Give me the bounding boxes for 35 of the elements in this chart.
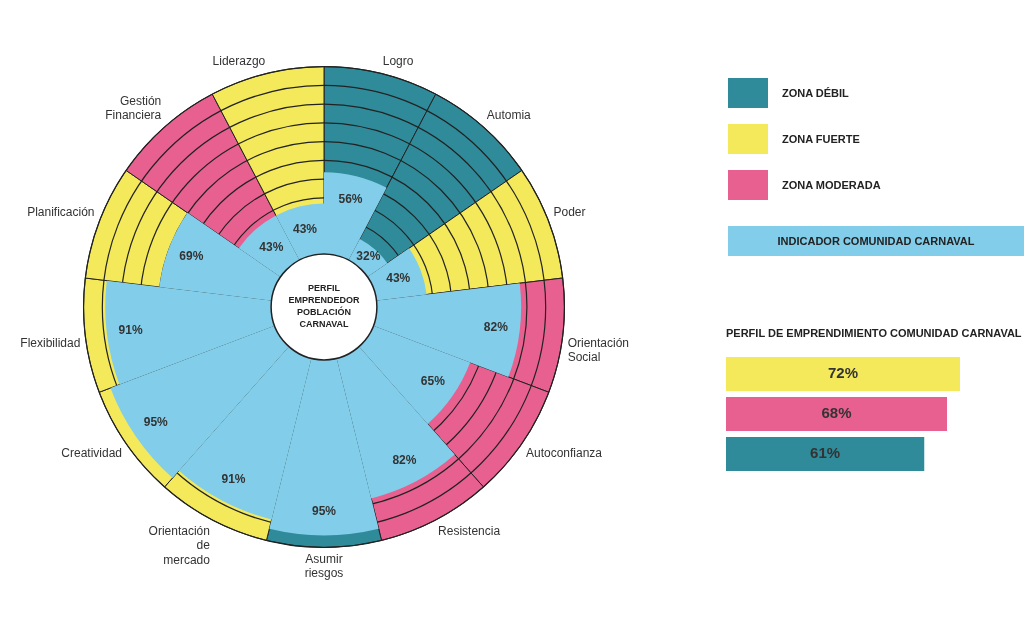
data-label: 82% <box>483 320 509 335</box>
data-label: 68% <box>821 404 852 422</box>
category-label: Resistencia <box>438 523 501 538</box>
data-label: 32% <box>356 249 381 264</box>
data-label: 95% <box>143 415 169 430</box>
data-label: 91% <box>221 471 246 486</box>
category-label: Liderazgo <box>212 53 266 68</box>
category-label: Logro <box>382 53 414 68</box>
category-label: Planificación <box>27 205 95 220</box>
data-label: 82% <box>392 452 417 467</box>
data-label: 65% <box>420 374 446 389</box>
data-label: 91% <box>118 322 143 337</box>
data-label: 61% <box>810 444 841 462</box>
category-label: Flexibilidad <box>20 336 81 351</box>
category-label: Automia <box>486 108 532 123</box>
text: ZONA DÉBIL <box>782 87 849 99</box>
category-label: Orientación Social <box>567 336 630 365</box>
data-label: 69% <box>179 249 204 263</box>
category-label: Creatividad <box>61 445 123 460</box>
text: ZONA MODERADA <box>782 179 881 191</box>
data-label: 56% <box>338 191 363 206</box>
text: ZONA FUERTE <box>782 133 860 145</box>
text: PERFIL EMPRENDEDOR POBLACIÓN CARNAVAL <box>288 283 360 330</box>
data-label: 95% <box>311 503 337 518</box>
text: INDICADOR COMUNIDAD CARNAVAL <box>777 235 975 247</box>
data-label: 43% <box>292 222 318 237</box>
category-label: Poder <box>553 205 586 220</box>
data-label: 43% <box>259 239 284 254</box>
category-label: Gestión Financiera <box>105 94 162 123</box>
category-label: Autoconfianza <box>525 445 603 460</box>
data-label: 43% <box>386 271 411 286</box>
category-label: Asumir riesgos <box>304 551 344 581</box>
category-label: Orientación de mercado <box>148 523 211 567</box>
data-label: 72% <box>827 364 859 382</box>
chart-title: PERFIL DE EMPRENDIMIENTO COMUNIDAD CARNAVAL <box>726 326 1023 340</box>
